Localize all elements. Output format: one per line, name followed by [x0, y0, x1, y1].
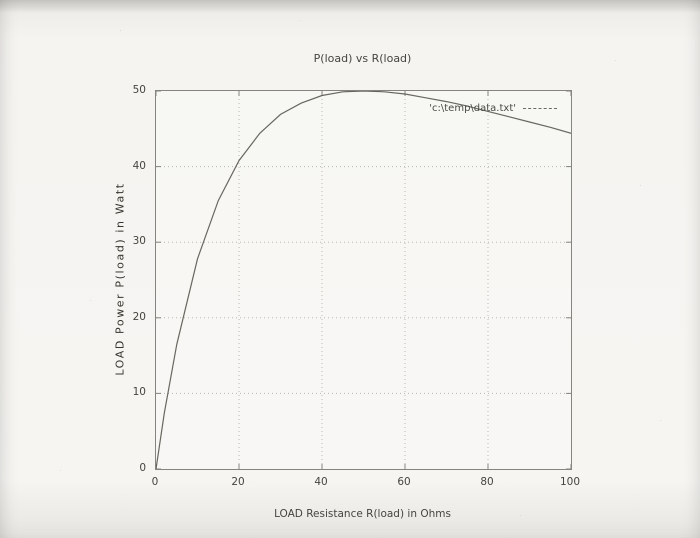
legend-line-sample [523, 108, 557, 109]
x-tick-label: 40 [314, 476, 328, 488]
x-tick-label: 100 [559, 476, 581, 488]
y-tick-label: 50 [132, 84, 146, 96]
x-tick-label: 0 [151, 476, 159, 488]
legend: 'c:\temp\data.txt' [429, 103, 557, 114]
x-tick-label: 80 [480, 476, 494, 488]
x-tick-label: 60 [397, 476, 411, 488]
x-axis-label: LOAD Resistance R(load) in Ohms [274, 508, 451, 520]
plot-canvas [156, 91, 571, 469]
y-tick-label: 0 [139, 462, 146, 474]
chart-title: P(load) vs R(load) [313, 52, 412, 65]
y-tick-label: 40 [132, 159, 146, 172]
y-tick-label: 10 [132, 386, 146, 399]
y-axis-label: LOAD Power P(load) in Watt [113, 182, 127, 376]
plot-area: 'c:\temp\data.txt' [155, 90, 572, 470]
y-tick-label: 20 [132, 310, 146, 323]
y-tick-label: 30 [132, 235, 146, 248]
x-tick-label: 20 [231, 476, 245, 488]
legend-label: 'c:\temp\data.txt' [429, 103, 516, 114]
scan-noise-specks [0, 0, 1, 1]
